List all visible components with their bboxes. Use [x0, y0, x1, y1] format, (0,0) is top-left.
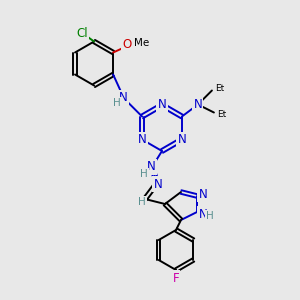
Text: N: N [138, 133, 146, 146]
Text: N: N [147, 160, 155, 173]
Text: N: N [194, 98, 202, 111]
Text: N: N [158, 98, 166, 112]
Text: N: N [199, 188, 207, 200]
Text: O: O [122, 38, 132, 51]
Text: Et: Et [217, 110, 226, 119]
Text: N: N [119, 91, 128, 104]
Text: F: F [173, 272, 179, 284]
Text: H: H [138, 197, 146, 207]
Text: Cl: Cl [76, 27, 88, 40]
Text: N: N [199, 208, 207, 220]
Text: H: H [206, 211, 214, 221]
Text: Et: Et [215, 84, 224, 93]
Text: N: N [178, 133, 186, 146]
Text: H: H [113, 98, 121, 109]
Text: H: H [140, 169, 148, 179]
Text: Me: Me [134, 38, 149, 47]
Text: N: N [154, 178, 162, 190]
